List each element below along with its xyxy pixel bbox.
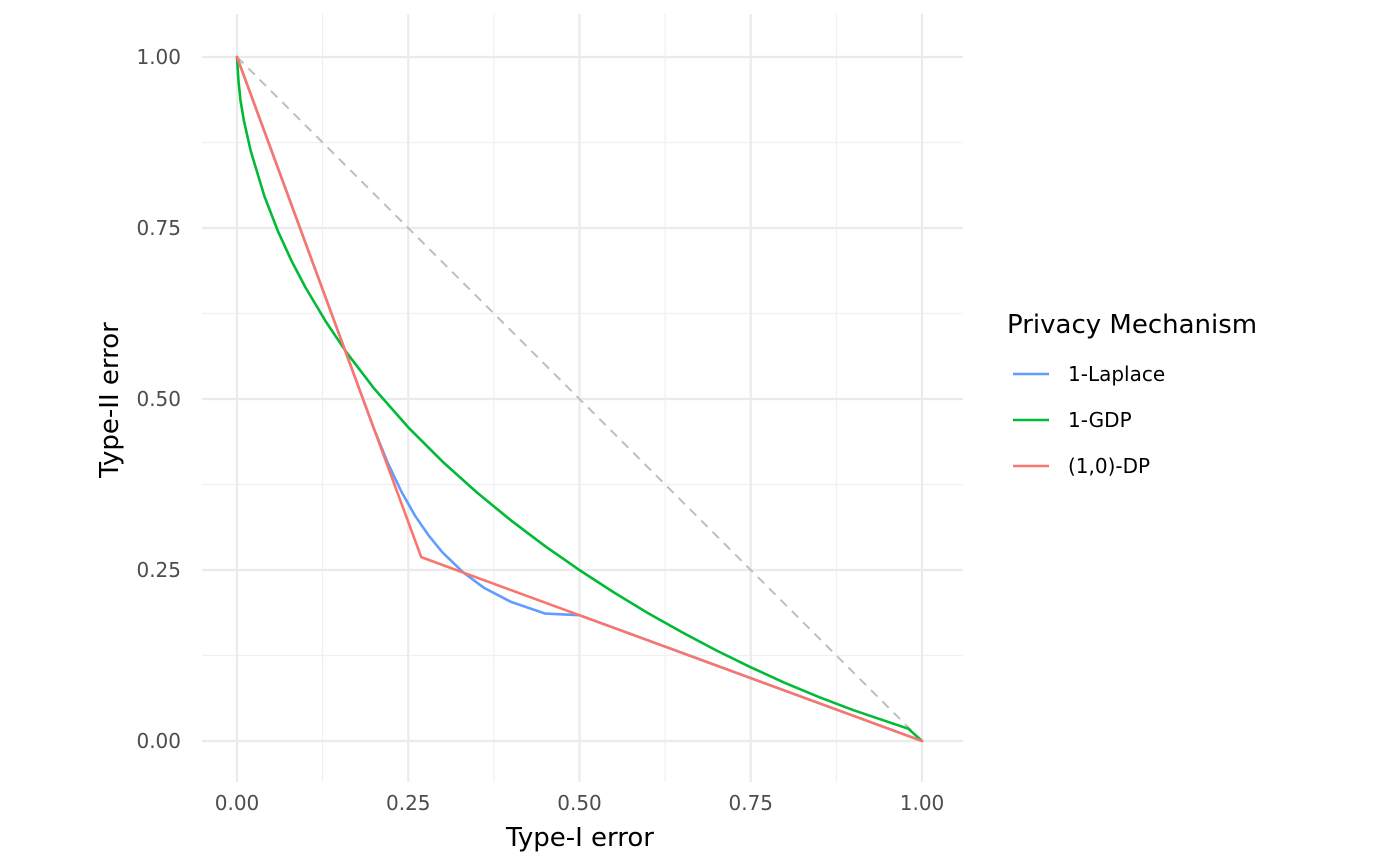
series-line-1-0-dp: [235, 55, 924, 743]
reference-line-layer: [236, 56, 923, 742]
x-tick-label: 0.25: [386, 791, 431, 815]
y-tick-label: 0.00: [136, 729, 181, 753]
legend-title: Privacy Mechanism: [1007, 310, 1257, 340]
y-axis-title: Type-II error: [95, 322, 125, 479]
legend-label: 1-Laplace: [1068, 362, 1165, 386]
grid-major: [202, 14, 963, 782]
x-tick-label: 0.00: [215, 791, 260, 815]
y-tick-labels: 0.00 0.25 0.50 0.75 1.00: [136, 45, 181, 753]
legend: Privacy Mechanism 1-Laplace 1-GDP (1,0)-DP: [1007, 310, 1257, 478]
x-tick-labels: 0.00 0.25 0.50 0.75 1.00: [215, 791, 945, 815]
reference-diagonal-line: [236, 56, 923, 742]
x-tick-label: 0.75: [728, 791, 773, 815]
legend-label: 1-GDP: [1068, 408, 1132, 432]
y-tick-label: 0.50: [136, 387, 181, 411]
y-tick-label: 1.00: [136, 45, 181, 69]
x-axis-title: Type-I error: [505, 823, 654, 853]
series-line-1-gdp: [235, 55, 924, 743]
y-tick-label: 0.75: [136, 216, 181, 240]
x-tick-label: 0.50: [557, 791, 602, 815]
legend-entries: 1-Laplace 1-GDP (1,0)-DP: [1013, 362, 1165, 478]
series-layer: [235, 55, 924, 743]
legend-label: (1,0)-DP: [1068, 454, 1150, 478]
x-tick-label: 1.00: [900, 791, 945, 815]
y-tick-label: 0.25: [136, 558, 181, 582]
